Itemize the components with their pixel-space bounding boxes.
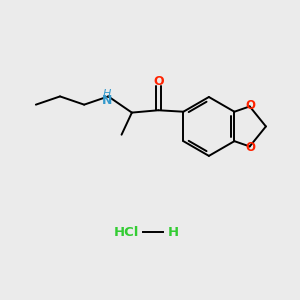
Text: HCl: HCl bbox=[114, 226, 139, 239]
Text: H: H bbox=[103, 89, 111, 99]
Text: H: H bbox=[168, 226, 179, 239]
Text: N: N bbox=[102, 94, 112, 107]
Text: O: O bbox=[245, 99, 255, 112]
Text: O: O bbox=[245, 141, 255, 154]
Text: O: O bbox=[153, 75, 164, 88]
